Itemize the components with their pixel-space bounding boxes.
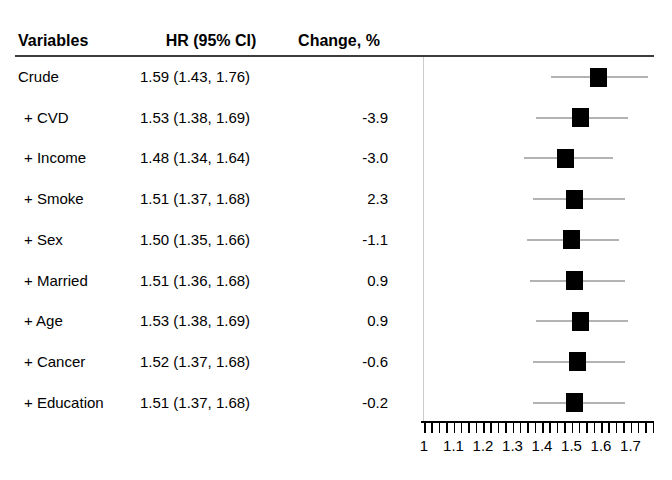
header-divider-rule — [15, 55, 654, 57]
row-change-percent-value: -0.2 — [288, 394, 388, 412]
row-hr-ci-value: 1.53 (1.38, 1.69) — [140, 109, 250, 127]
row-hr-ci-value: 1.50 (1.35, 1.66) — [140, 231, 250, 249]
axis-minor-tick — [608, 422, 610, 433]
row-variable-label: + CVD — [24, 109, 69, 127]
axis-minor-tick — [439, 422, 441, 433]
column-header-change-percent: Change, % — [290, 32, 388, 50]
row-variable-label: + Cancer — [24, 353, 85, 371]
row-hr-ci-value: 1.48 (1.34, 1.64) — [140, 149, 250, 167]
hr-point-marker — [563, 230, 580, 249]
row-variable-label: + Sex — [24, 231, 63, 249]
row-change-percent-value: -3.9 — [288, 109, 388, 127]
axis-minor-tick — [586, 422, 588, 433]
column-header-hr-ci: HR (95% CI) — [146, 32, 276, 50]
row-hr-ci-value: 1.51 (1.37, 1.68) — [140, 394, 250, 412]
row-change-percent-value: -3.0 — [288, 149, 388, 167]
axis-tick-label: 1.7 — [611, 437, 651, 454]
row-change-percent-value: 0.9 — [288, 312, 388, 330]
axis-minor-tick — [601, 422, 603, 433]
row-change-percent-value: 0.9 — [288, 272, 388, 290]
reference-line-hr-1 — [423, 57, 424, 421]
axis-minor-tick — [535, 422, 537, 433]
row-hr-ci-value: 1.59 (1.43, 1.76) — [140, 68, 250, 86]
axis-minor-tick — [542, 422, 544, 433]
axis-minor-tick — [564, 422, 566, 433]
hr-point-marker — [572, 108, 589, 127]
row-change-percent-value: -0.6 — [288, 353, 388, 371]
hr-point-marker — [566, 190, 583, 209]
axis-minor-tick — [638, 422, 640, 433]
hr-axis-line — [421, 421, 654, 423]
axis-minor-tick — [616, 422, 618, 433]
axis-minor-tick — [476, 422, 478, 433]
hr-point-marker — [566, 271, 583, 290]
axis-minor-tick — [461, 422, 463, 433]
axis-minor-tick — [653, 422, 655, 433]
axis-minor-tick — [505, 422, 507, 433]
row-hr-ci-value: 1.52 (1.37, 1.68) — [140, 353, 250, 371]
axis-minor-tick — [549, 422, 551, 433]
hr-point-marker — [569, 352, 586, 371]
axis-minor-tick — [490, 422, 492, 433]
axis-minor-tick — [623, 422, 625, 433]
row-variable-label: + Education — [24, 394, 104, 412]
row-variable-label: + Married — [24, 272, 88, 290]
row-variable-label: + Age — [24, 312, 63, 330]
axis-minor-tick — [513, 422, 515, 433]
axis-minor-tick — [579, 422, 581, 433]
axis-minor-tick — [431, 422, 433, 433]
row-hr-ci-value: 1.51 (1.36, 1.68) — [140, 272, 250, 290]
axis-minor-tick — [557, 422, 559, 433]
axis-minor-tick — [498, 422, 500, 433]
axis-minor-tick — [645, 422, 647, 433]
row-hr-ci-value: 1.51 (1.37, 1.68) — [140, 190, 250, 208]
axis-minor-tick — [572, 422, 574, 433]
axis-minor-tick — [468, 422, 470, 433]
axis-minor-tick — [594, 422, 596, 433]
hr-point-marker — [566, 393, 583, 412]
axis-minor-tick — [446, 422, 448, 433]
row-change-percent-value — [288, 68, 388, 86]
row-hr-ci-value: 1.53 (1.38, 1.69) — [140, 312, 250, 330]
row-change-percent-value: 2.3 — [288, 190, 388, 208]
axis-minor-tick — [631, 422, 633, 433]
axis-minor-tick — [483, 422, 485, 433]
axis-minor-tick — [424, 422, 426, 433]
row-variable-label: + Smoke — [24, 190, 84, 208]
row-change-percent-value: -1.1 — [288, 231, 388, 249]
hr-point-marker — [572, 312, 589, 331]
axis-minor-tick — [454, 422, 456, 433]
hr-point-marker — [590, 68, 607, 87]
column-header-variables: Variables — [18, 32, 88, 50]
axis-minor-tick — [520, 422, 522, 433]
forest-plot-figure: Variables HR (95% CI) Change, % Crude 1.5… — [0, 0, 672, 480]
row-variable-label: Crude — [18, 68, 59, 86]
hr-point-marker — [557, 149, 574, 168]
row-variable-label: + Income — [24, 149, 86, 167]
axis-minor-tick — [527, 422, 529, 433]
